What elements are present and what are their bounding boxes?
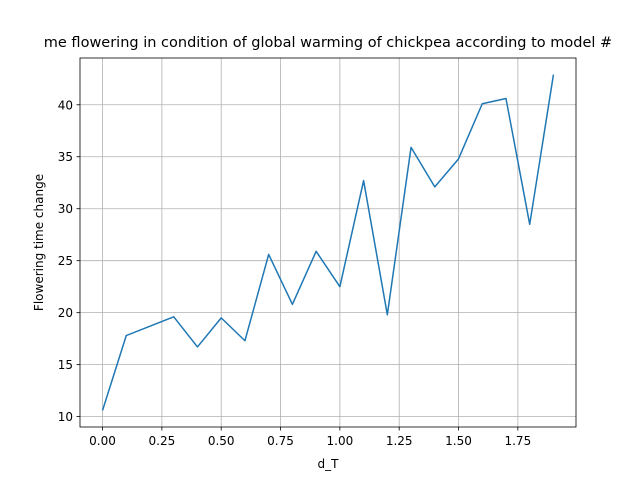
y-axis-label: Flowering time change — [32, 174, 46, 311]
x-tick-label: 0.25 — [149, 434, 176, 448]
x-tick-label: 1.25 — [386, 434, 413, 448]
y-tick-label: 10 — [58, 410, 73, 424]
x-tick-label: 1.50 — [445, 434, 472, 448]
series-layer — [101, 74, 555, 411]
y-tick-label: 25 — [58, 254, 73, 268]
y-tick-label: 40 — [58, 98, 73, 112]
y-tick-label: 15 — [58, 358, 73, 372]
x-tick-label: 1.00 — [327, 434, 354, 448]
series-line-0 — [101, 74, 555, 411]
plot-frame — [79, 57, 577, 428]
chart-title: me flowering in condition of global warm… — [44, 35, 612, 51]
y-tick-label: 35 — [58, 150, 73, 164]
x-tick-label: 0.75 — [267, 434, 294, 448]
y-tick-label: 20 — [58, 306, 73, 320]
y-axis: 10 15 20 25 30 35 40 — [58, 98, 80, 424]
x-tick-label: 0.00 — [89, 434, 116, 448]
grid — [80, 58, 576, 427]
x-tick-label: 1.75 — [504, 434, 531, 448]
x-tick-label: 0.50 — [208, 434, 235, 448]
x-axis-label: d_T — [318, 457, 340, 471]
y-tick-label: 30 — [58, 202, 73, 216]
x-axis: 0.00 0.25 0.50 0.75 1.00 1.25 1.50 1.75 — [89, 427, 531, 448]
